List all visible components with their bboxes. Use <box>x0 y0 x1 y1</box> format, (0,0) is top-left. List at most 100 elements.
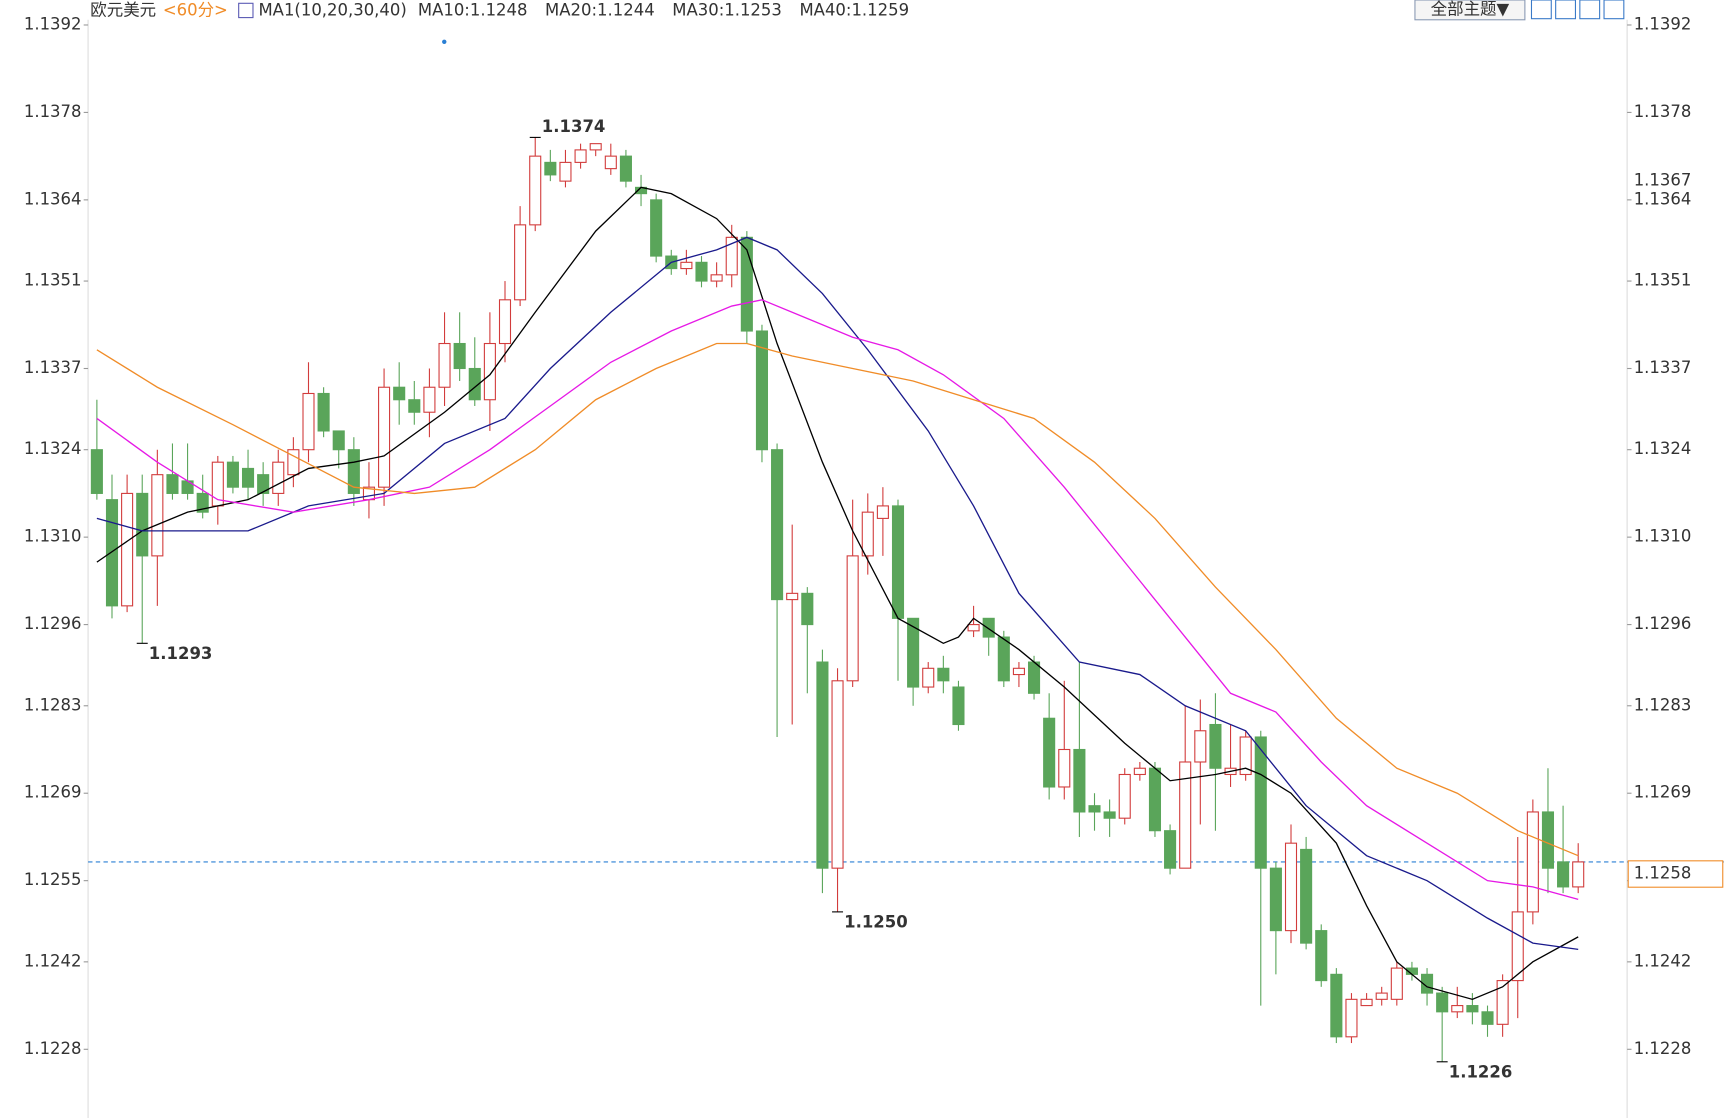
candle-body <box>423 386 436 413</box>
ma-line <box>96 236 1579 951</box>
y-tick-label: 1.1392 <box>24 14 82 33</box>
y-tick-label: 1.1364 <box>24 189 82 208</box>
marker-dot <box>442 39 447 44</box>
ma-line <box>96 342 1579 857</box>
candle-body <box>589 143 602 151</box>
ma-label: MA40:1.1259 <box>799 0 909 19</box>
candle-body <box>287 449 300 476</box>
candle-body <box>650 199 663 257</box>
price-label: 1.1258 <box>1634 864 1692 883</box>
candle-body <box>1103 811 1116 819</box>
candle-body <box>771 449 784 601</box>
theme-button-label: 全部主题▼ <box>1431 0 1510 18</box>
candle-body <box>1148 767 1162 832</box>
candle-body <box>1421 973 1434 994</box>
candle-body <box>1466 1005 1479 1013</box>
candle-body <box>1481 1011 1494 1025</box>
candle-body <box>121 492 134 607</box>
candle-body <box>1451 1005 1464 1013</box>
y-tick-label-right: 1.1337 <box>1634 358 1692 377</box>
candle-body <box>937 667 950 682</box>
candle-body <box>196 492 209 513</box>
y-tick-label-right: 1.1283 <box>1634 695 1692 714</box>
candle-body <box>1239 736 1252 776</box>
candle-body <box>272 461 285 494</box>
candle-body <box>468 367 481 401</box>
right-marker-label: 1.1367 <box>1634 171 1692 190</box>
candle-body <box>151 474 164 557</box>
symbol: 欧元美元 <box>90 0 156 19</box>
candle-body <box>332 430 345 451</box>
y-tick-label-right: 1.1296 <box>1634 614 1692 633</box>
candle-body <box>1572 861 1585 888</box>
candle-body <box>1073 748 1086 813</box>
candle-body <box>1375 992 1388 1000</box>
candle-body <box>1088 805 1101 813</box>
candle-body <box>922 667 935 688</box>
y-tick-label: 1.1283 <box>24 695 82 714</box>
extreme-label: 1.1293 <box>149 644 213 663</box>
y-tick-label-right: 1.1324 <box>1634 439 1692 458</box>
candle-body <box>438 342 451 388</box>
y-tick-label: 1.1255 <box>24 870 82 889</box>
candle-body <box>846 555 859 682</box>
candle-body <box>529 155 542 226</box>
period: <60分> <box>163 0 228 19</box>
y-tick-label-right: 1.1228 <box>1634 1039 1692 1058</box>
candle-body <box>317 392 330 432</box>
candle-body <box>1300 848 1313 944</box>
candle-body <box>105 499 119 607</box>
y-tick-label-right: 1.1310 <box>1634 527 1692 546</box>
candle-body <box>559 161 572 182</box>
y-tick-label-right: 1.1351 <box>1634 271 1692 290</box>
candle-body <box>347 449 360 494</box>
candle-body <box>1541 811 1555 869</box>
tool-icon[interactable] <box>1555 0 1577 20</box>
y-tick-label: 1.1324 <box>24 439 82 458</box>
y-tick-label: 1.1296 <box>24 614 82 633</box>
candle-body <box>136 492 149 557</box>
candle-body <box>1179 761 1192 869</box>
extreme-label: 1.1374 <box>542 117 606 136</box>
candle-body <box>997 636 1010 682</box>
candle-body <box>1436 992 1449 1013</box>
candle-body <box>1194 730 1207 763</box>
candle-body <box>1043 717 1056 788</box>
y-tick-label-right: 1.1364 <box>1634 189 1692 208</box>
candle-body <box>907 617 920 688</box>
tool-icon[interactable] <box>1579 0 1601 20</box>
candle-body <box>1012 667 1025 676</box>
candle-body <box>241 467 255 488</box>
candle-body <box>226 461 239 488</box>
candle-body <box>1557 861 1570 888</box>
y-tick-label: 1.1351 <box>24 271 82 290</box>
candle-body <box>1209 723 1222 769</box>
y-tick-label: 1.1378 <box>24 102 82 121</box>
candle-body <box>695 261 708 282</box>
theme-button[interactable] <box>1414 0 1526 21</box>
y-tick-label: 1.1242 <box>24 951 82 970</box>
y-tick-label: 1.1228 <box>24 1039 82 1058</box>
price-box <box>1627 860 1724 888</box>
candle-body <box>1118 773 1131 819</box>
candle-body <box>483 342 496 401</box>
candle-body <box>1496 980 1509 1025</box>
candle-body <box>710 274 723 282</box>
ma-label: MA30:1.1253 <box>672 0 782 19</box>
candle-body <box>453 342 466 370</box>
candle-body <box>604 155 617 170</box>
tool-icon[interactable] <box>1530 0 1552 20</box>
candle-body <box>1269 867 1282 932</box>
ma-label: MA20:1.1244 <box>545 0 655 19</box>
y-tick-label-right: 1.1242 <box>1634 951 1692 970</box>
indicator-icon[interactable] <box>238 2 254 19</box>
y-tick-label: 1.1337 <box>24 358 82 377</box>
ma-label: MA10:1.1248 <box>418 0 528 19</box>
candle-body <box>1058 748 1071 788</box>
extreme-label: 1.1226 <box>1449 1062 1513 1081</box>
tool-icon[interactable] <box>1603 0 1625 20</box>
candle-body <box>1315 930 1328 982</box>
candle-body <box>302 392 315 451</box>
candle-body <box>816 661 829 869</box>
